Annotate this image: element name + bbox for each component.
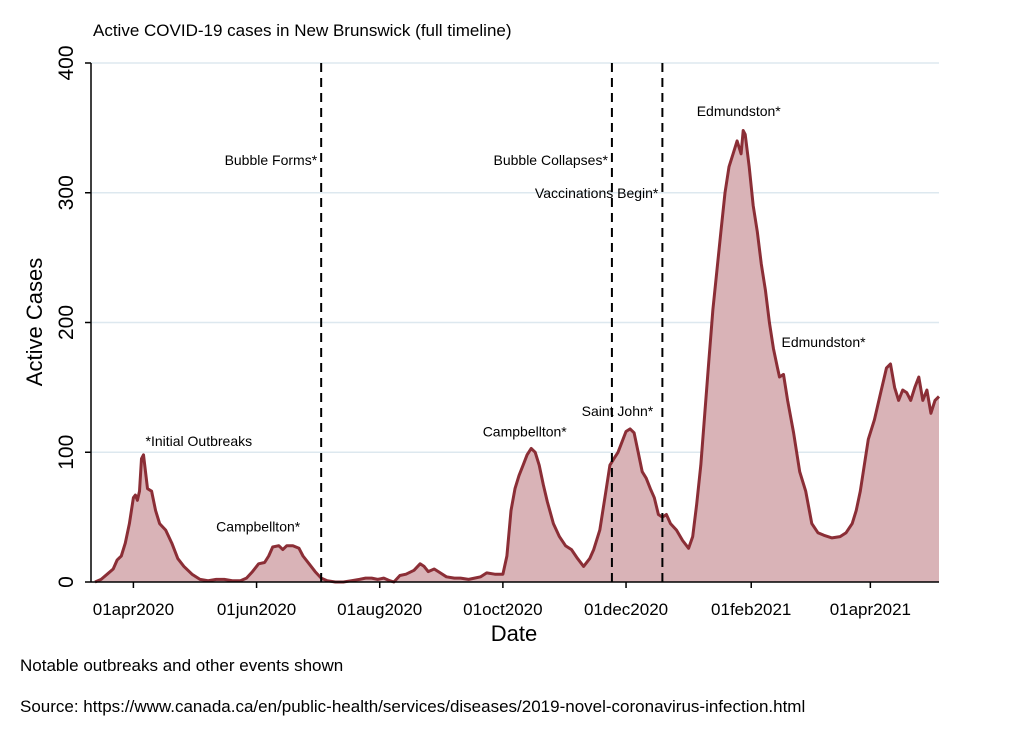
y-tick-label: 400	[55, 45, 78, 80]
annotations: *Initial Outbreaks Campbellton* Campbellto…	[146, 103, 867, 534]
x-tick-label: 01oct2020	[463, 600, 542, 619]
annotation: Campbellton*	[483, 424, 568, 440]
area-fill	[95, 130, 939, 582]
event-label: Vaccinations Begin*	[535, 185, 659, 201]
x-tick-label: 01jun2020	[217, 600, 296, 619]
chart: Active COVID-19 cases in New Brunswick (…	[22, 21, 941, 646]
annotation: Saint John*	[582, 403, 654, 419]
x-tick-label: 01feb2021	[711, 600, 791, 619]
y-tick-label: 100	[55, 435, 78, 470]
x-tick-label: 01apr2020	[93, 600, 174, 619]
chart-title: Active COVID-19 cases in New Brunswick (…	[93, 21, 512, 40]
annotation: Edmundston*	[782, 334, 867, 350]
footer-source: Source: https://www.canada.ca/en/public-…	[20, 697, 806, 716]
y-tick-label: 0	[55, 576, 78, 588]
gridlines	[91, 62, 939, 453]
x-axis-label: Date	[491, 621, 537, 646]
annotation: Edmundston*	[697, 103, 782, 119]
annotation: Campbellton*	[216, 518, 301, 534]
event-label: Bubble Forms*	[225, 152, 318, 168]
y-axis-label: Active Cases	[22, 258, 47, 386]
x-tick-label: 01aug2020	[337, 600, 422, 619]
event-lines: Bubble Forms* Bubble Collapses* Vaccinatio…	[225, 63, 664, 582]
annotation: *Initial Outbreaks	[146, 433, 253, 449]
x-tick-label: 01dec2020	[584, 600, 668, 619]
y-tick-label: 300	[55, 175, 78, 210]
event-label: Bubble Collapses*	[494, 152, 609, 168]
series-line	[94, 129, 941, 584]
y-tick-label: 200	[55, 305, 78, 340]
axes: 0 100 200 300 400 01apr2020 01jun2020 01aug2020…	[55, 45, 939, 619]
x-tick-label: 01apr2021	[830, 600, 911, 619]
footer-note: Notable outbreaks and other events shown	[20, 656, 344, 675]
area-layer	[94, 129, 941, 584]
